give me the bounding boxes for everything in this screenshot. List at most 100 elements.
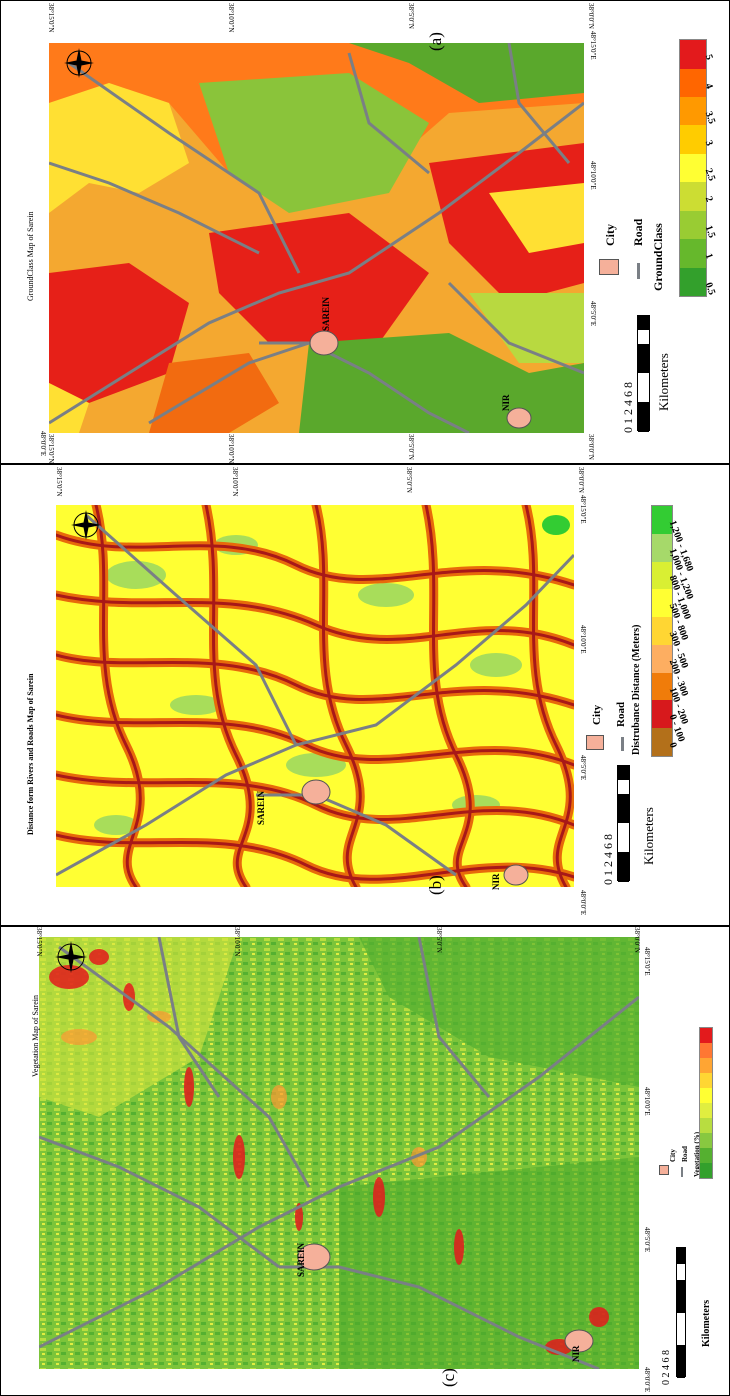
panel-c-tick-top-1: 38°10'0"N xyxy=(233,927,241,957)
panel-c-legend-swatch-4 xyxy=(700,1103,712,1118)
panel-c-tick-left-0: 48°0'0"E xyxy=(643,1367,651,1393)
panel-a-scale-bar xyxy=(637,315,650,432)
panel-c-letter-visible: (c) xyxy=(439,1368,458,1387)
panel-c-legend-swatch-9 xyxy=(700,1028,712,1043)
panel-c-city-sarein: SAREIN xyxy=(296,1242,306,1277)
vegetation-map-image xyxy=(39,937,639,1369)
panel-b-scale-units: Kilometers xyxy=(641,807,656,865)
panel-a-city-sarein: SAREIN xyxy=(321,296,331,331)
panel-c-legend-swatch-6 xyxy=(700,1073,712,1088)
panel-a-groundclass-map: (a) GroundClass Map of Sarein SAREIN NIR… xyxy=(0,0,730,464)
panel-a-tick-left-0: 48°0'0"E xyxy=(39,431,47,457)
panel-c-tick-top-0: 38°15'0"N xyxy=(35,927,43,957)
panel-b-legend-swatch-4 xyxy=(652,617,672,645)
panel-a-tick-left-1: 48°5'0"E xyxy=(589,301,597,327)
panel-c-scale-bar xyxy=(676,1247,686,1378)
panel-a-legend-swatch-7 xyxy=(680,68,706,97)
panel-b-legend-swatch-3 xyxy=(652,644,672,673)
panel-b-tick-top-0: 38°15'0"N xyxy=(55,467,63,497)
panel-a-scale-units: Kilometers xyxy=(656,353,671,411)
panel-c-tick-left-1: 48°5'0"E xyxy=(643,1227,651,1253)
panel-a-legend-swatch-8 xyxy=(680,40,706,69)
panel-c-tick-top-2: 38°5'0"N xyxy=(435,927,443,953)
groundclass-map-image xyxy=(49,43,584,433)
panel-c-legend-road: Road xyxy=(681,1146,689,1162)
panel-c-legend-swatch-7 xyxy=(700,1058,712,1073)
panel-c-legend-swatch-2 xyxy=(700,1133,712,1148)
panel-b-legend-city: City xyxy=(591,704,603,725)
panel-a-legend-city-swatch xyxy=(599,259,619,275)
panel-b-city-sarein: SAREIN xyxy=(256,790,266,825)
panel-a-tick-left-2: 48°10'0"E xyxy=(589,161,597,190)
panel-c-legend-colorbar xyxy=(699,1027,713,1179)
panel-b-legend-swatch-2 xyxy=(652,672,672,701)
panel-b-tick-left-1: 48°5'0"E xyxy=(579,755,587,781)
panel-a-tick-top-0: 38°15'0"N xyxy=(47,3,55,33)
panel-c-legend-road-swatch xyxy=(681,1167,683,1177)
panel-b-tick-top-2: 38°5'0"N xyxy=(405,467,413,493)
panel-a-scale-numbers: 0 1 2 4 6 8 xyxy=(621,382,635,433)
panel-c-city-nir: NIR xyxy=(571,1345,581,1362)
panel-a-legend-road-swatch xyxy=(637,263,640,279)
panel-a-legend-road: Road xyxy=(631,218,645,246)
panel-b-legend-colorbar xyxy=(651,505,673,757)
panel-b-legend-swatch-5 xyxy=(652,589,672,618)
panel-c-title: Vegetation Map of Sarein xyxy=(31,995,40,1077)
panel-a-tick-bottom-3: 38°0'0"N xyxy=(587,434,595,460)
panel-b-scale-numbers: 0 1 2 4 6 8 xyxy=(601,834,615,885)
panel-a-legend-swatch-3 xyxy=(680,182,706,211)
panel-a-legend-swatch-6 xyxy=(680,96,706,126)
panel-b-distance-map: (b) Distance form Rivers and Roads Map o… xyxy=(0,464,730,926)
panel-b-letter: (b) xyxy=(426,875,445,895)
panel-c-tick-left-3: 48°15'0"E xyxy=(643,947,651,976)
panel-a-city-nir: NIR xyxy=(501,394,511,411)
panel-b-legend-swatch-6 xyxy=(652,561,672,590)
panel-a-legend-swatch-2 xyxy=(680,210,706,240)
panel-b-tick-left-3: 48°15'0"E xyxy=(579,495,587,524)
panel-b-tick-left-0: 48°0'0"E xyxy=(579,890,587,916)
panel-b-legend-swatch-8 xyxy=(652,505,672,534)
panel-c-legend-city: City xyxy=(669,1149,677,1162)
panel-c-scale-units: Kilometers xyxy=(701,1299,712,1347)
panel-a-title: GroundClass Map of Sarein xyxy=(26,211,35,301)
panel-a-legend-swatch-0 xyxy=(680,267,706,296)
panel-b-legend-title: Distrubance Distance (Meters) xyxy=(631,624,642,755)
panel-b-title: Distance form Rivers and Roads Map of Sa… xyxy=(26,673,35,835)
panel-b-scale-bar xyxy=(617,765,630,882)
panel-a-legend-colorbar xyxy=(679,39,707,297)
panel-a-tick-top-3: 38°0'0"N xyxy=(587,3,595,29)
panel-b-city-nir: NIR xyxy=(491,873,501,890)
panel-b-legend-road-swatch xyxy=(621,737,624,751)
panel-c-scale-numbers: 0 2 4 6 8 xyxy=(661,1350,672,1385)
panel-c-legend-swatch-3 xyxy=(700,1118,712,1133)
panel-a-tick-left-3: 48°15'0"E xyxy=(589,31,597,60)
panel-a-tick-top-1: 38°10'0"N xyxy=(227,3,235,33)
panel-a-legend-city: City xyxy=(603,224,617,246)
panel-c-tick-top-3: 38°0'0"N xyxy=(633,927,641,953)
panel-c-legend-swatch-8 xyxy=(700,1043,712,1058)
panel-a-tick-top-2: 38°5'0"N xyxy=(407,3,415,29)
panel-c-legend-city-swatch xyxy=(659,1165,669,1175)
panel-a-tick-bottom-1: 38°10'0"N xyxy=(227,434,235,464)
panel-c-legend-swatch-0 xyxy=(700,1163,712,1178)
panel-a-tick-bottom-0: 38°15'0"N xyxy=(47,434,55,464)
panel-a-legend-swatch-4 xyxy=(680,153,706,183)
panel-a-legend-swatch-1 xyxy=(680,239,706,268)
panel-b-legend-swatch-1 xyxy=(652,700,672,729)
panel-b-legend-road: Road xyxy=(615,701,627,727)
panel-b-tick-top-1: 38°10'0"N xyxy=(231,467,239,497)
panel-b-legend-swatch-0 xyxy=(652,728,672,756)
panel-a-legend-swatch-5 xyxy=(680,125,706,154)
panel-c-legend-swatch-1 xyxy=(700,1148,712,1163)
panel-b-tick-left-2: 48°10'0"E xyxy=(579,625,587,654)
panel-b-legend-swatch-7 xyxy=(652,533,672,562)
panel-b-tick-top-3: 38°0'0"N xyxy=(577,467,585,493)
panel-c-legend-swatch-5 xyxy=(700,1088,712,1103)
panel-b-legend-city-swatch xyxy=(586,735,604,750)
panel-a-tick-bottom-2: 38°5'0"N xyxy=(407,434,415,460)
panel-c-vegetation-map: (c) (c) Vegetation Map of Sarein SAREIN … xyxy=(0,926,730,1396)
distance-map-image xyxy=(56,505,574,887)
panel-a-letter: (a) xyxy=(426,32,445,51)
panel-a-legend-title: GroundClass xyxy=(651,223,665,291)
panel-c-tick-left-2: 48°10'0"E xyxy=(643,1087,651,1116)
